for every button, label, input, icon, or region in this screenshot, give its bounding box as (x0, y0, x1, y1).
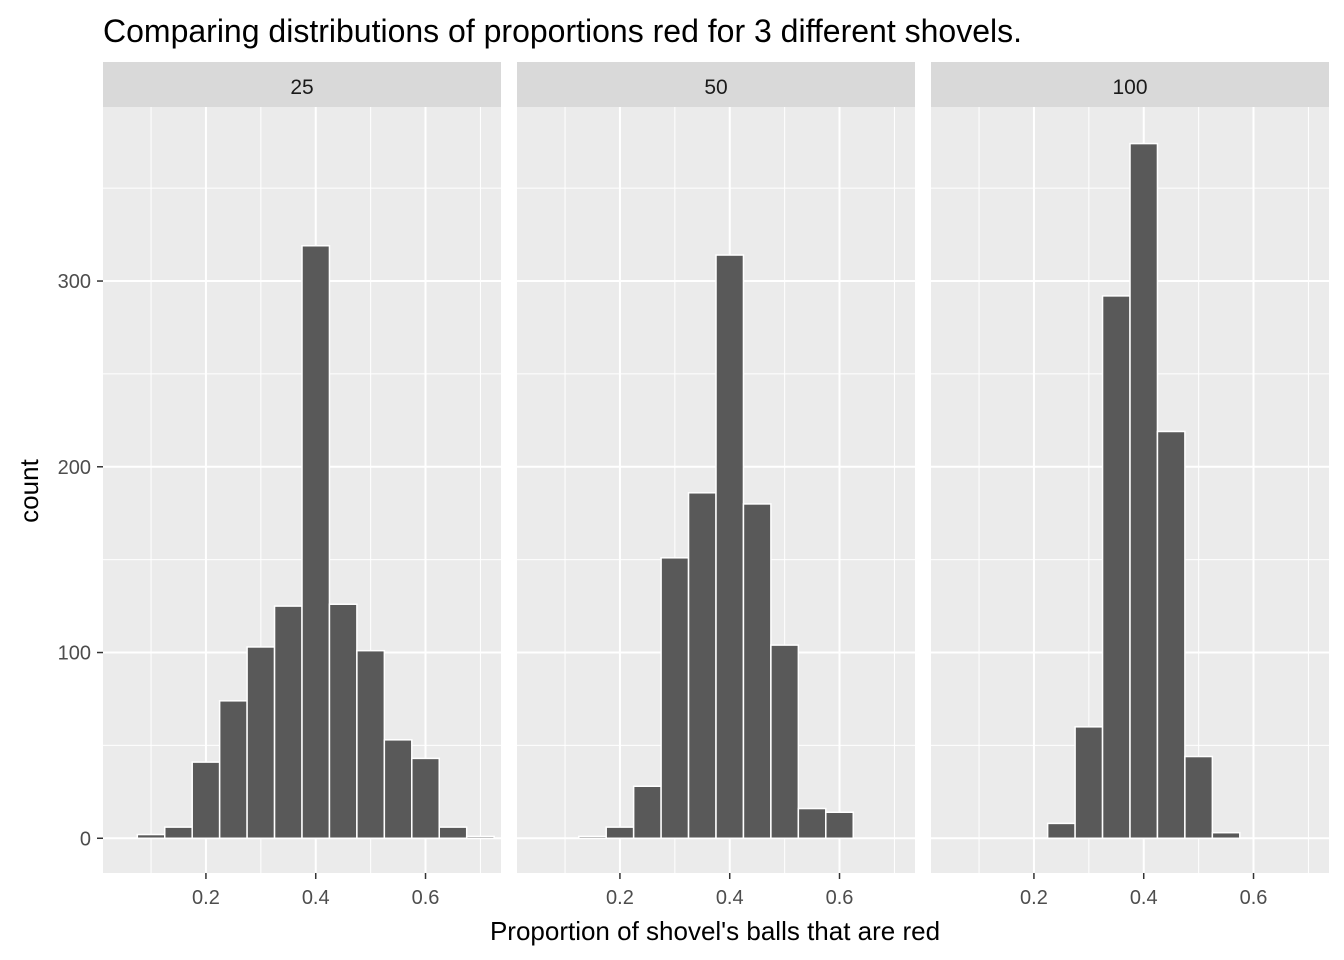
x-tick-label: 0.2 (1020, 887, 1048, 909)
histogram-bar (328, 603, 358, 840)
histogram-bar (578, 835, 607, 840)
facet-strip-label: 100 (1112, 76, 1147, 99)
histogram-bar (465, 835, 495, 840)
facet-strip (931, 62, 1329, 107)
facet-strip (103, 62, 501, 107)
y-tick-label: 0 (80, 828, 91, 850)
histogram-bar (411, 757, 440, 840)
x-axis: 0.2 0.4 0.6 0.2 0.4 0.6 0.2 0.4 0.6 (192, 873, 1267, 909)
histogram-bar (1129, 142, 1159, 840)
histogram-bar (383, 739, 413, 840)
histogram-bar (301, 244, 331, 840)
x-tick-label: 0.6 (1240, 887, 1268, 909)
x-tick-label: 0.4 (716, 887, 744, 909)
histogram-bar (273, 605, 303, 840)
histogram-bar (191, 761, 221, 840)
histogram-bar (136, 833, 166, 840)
histogram-bar (1184, 755, 1214, 840)
facet-panel-100: 100 (931, 62, 1329, 873)
histogram-bar (1101, 295, 1131, 840)
histogram-bar (246, 646, 276, 840)
x-tick-label: 0.2 (192, 887, 220, 909)
histogram-bar (660, 557, 690, 840)
histogram-bar (797, 807, 827, 840)
facet-strip-label: 25 (290, 76, 313, 99)
histogram-bar (356, 649, 386, 840)
histogram-bar (1046, 822, 1076, 840)
histogram-bar (218, 700, 248, 840)
y-tick-label: 200 (58, 457, 91, 479)
histogram-bar (438, 826, 468, 840)
y-axis-title: count (14, 458, 44, 522)
x-tick-label: 0.4 (302, 887, 330, 909)
y-axis: 0 100 200 300 (58, 271, 103, 850)
histogram-bar (715, 254, 745, 840)
histogram-bar (825, 811, 854, 840)
facet-panel-25: 25 (103, 62, 501, 873)
histogram-bar (742, 503, 772, 840)
histogram-bar (770, 644, 800, 840)
facet-strip (517, 62, 915, 107)
x-tick-label: 0.6 (826, 887, 854, 909)
histogram-bar (605, 826, 635, 840)
histogram-bar (164, 826, 193, 840)
histogram-bar (1156, 430, 1186, 840)
x-tick-label: 0.2 (606, 887, 634, 909)
facet-panels: 25 50 100 (103, 62, 1329, 873)
facet-strip-label: 50 (704, 76, 727, 99)
y-tick-label: 300 (58, 271, 91, 293)
x-tick-label: 0.6 (412, 887, 440, 909)
histogram-bar (1211, 831, 1241, 840)
x-tick-label: 0.4 (1130, 887, 1158, 909)
x-axis-title: Proportion of shovel's balls that are re… (490, 916, 940, 946)
histogram-bar (687, 492, 717, 840)
histogram-bar (1074, 726, 1104, 840)
histogram-bar (632, 785, 662, 840)
y-tick-label: 100 (58, 643, 91, 665)
facet-panel-50: 50 (517, 62, 915, 873)
chart-title: Comparing distributions of proportions r… (103, 13, 1022, 49)
